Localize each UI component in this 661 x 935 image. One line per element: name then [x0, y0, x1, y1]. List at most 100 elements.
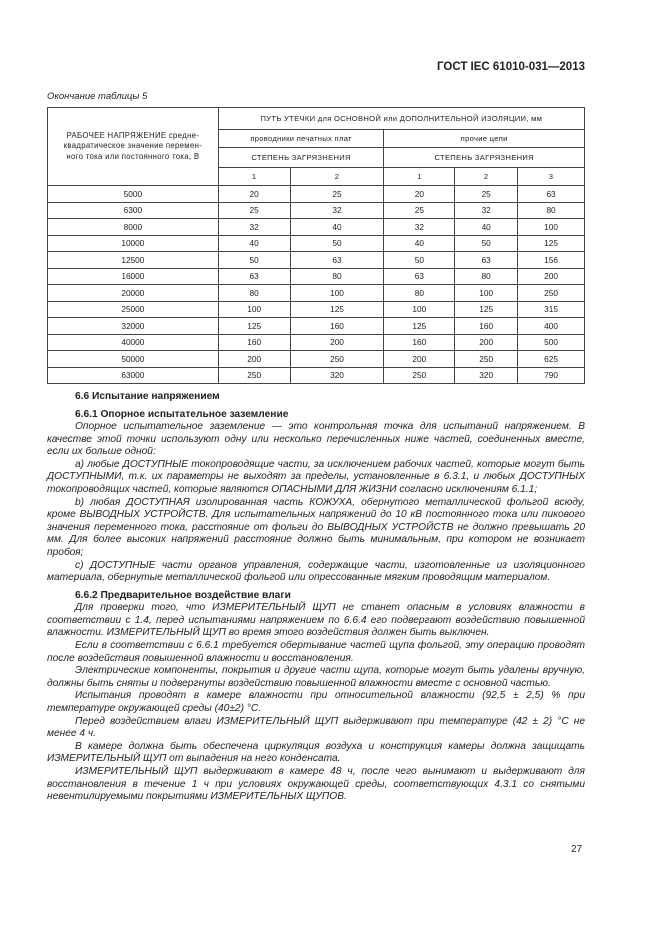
creepage-cell: 80 [217, 284, 291, 302]
paragraph: Испытания проводят в камере влажности пр… [47, 690, 585, 714]
voltage-cell: 63000 [47, 366, 219, 384]
creepage-cell: 100 [383, 300, 456, 318]
body-text: 6.6 Испытание напряжением 6.6.1 Опорное и… [47, 390, 585, 804]
creepage-cell: 32 [383, 218, 456, 236]
paragraph: ИЗМЕРИТЕЛЬНЫЙ ЩУП выдерживают в камере 4… [47, 765, 585, 803]
creepage-cell: 625 [517, 350, 585, 368]
creepage-cell: 100 [289, 284, 385, 302]
creepage-cell: 125 [217, 317, 291, 335]
creepage-cell: 250 [217, 366, 291, 384]
creepage-cell: 125 [454, 300, 519, 318]
creepage-table: РАБОЧЕЕ НАПРЯЖЕНИЕ средне-квадратическое… [47, 107, 586, 384]
creepage-cell: 250 [289, 350, 385, 368]
creepage-cell: 80 [289, 267, 385, 285]
creepage-cell: 63 [289, 251, 385, 269]
creepage-cell: 25 [454, 185, 519, 203]
creepage-cell: 160 [289, 317, 385, 335]
creepage-cell: 790 [517, 366, 585, 384]
pollution-degree-cell: 2 [454, 167, 519, 186]
creepage-cell: 63 [517, 185, 585, 203]
voltage-cell: 12500 [47, 251, 219, 269]
table-row: 16000 63 80 63 80 200 [47, 267, 585, 285]
paragraph: Опорное испытательное заземление — это к… [47, 421, 585, 458]
creepage-cell: 320 [454, 366, 519, 384]
creepage-cell: 200 [217, 350, 291, 368]
creepage-header: ПУТЬ УТЕЧКИ для ОСНОВНОЙ или ДОПОЛНИТЕЛЬ… [217, 107, 586, 130]
creepage-cell: 63 [383, 267, 456, 285]
table-row: 8000 32 40 32 40 100 [47, 218, 585, 236]
creepage-cell: 20 [217, 185, 291, 203]
page-number: 27 [571, 844, 583, 855]
voltage-cell: 10000 [47, 234, 219, 252]
creepage-cell: 40 [454, 218, 519, 236]
paragraph: Электрические компоненты, покрытия и дру… [47, 665, 585, 689]
paragraph: Перед воздействием влаги ИЗМЕРИТЕЛЬНЫЙ Щ… [47, 715, 585, 740]
voltage-cell: 32000 [47, 317, 219, 335]
creepage-cell: 125 [383, 317, 456, 335]
pollution-degree-cell: 2 [289, 167, 385, 186]
creepage-cell: 125 [289, 300, 385, 318]
creepage-cell: 160 [383, 333, 456, 351]
pollution-degree-header: СТЕПЕНЬ ЗАГРЯЗНЕНИЯ [217, 147, 385, 168]
creepage-cell: 20 [383, 185, 456, 203]
voltage-cell: 5000 [47, 185, 219, 203]
voltage-cell: 6300 [47, 201, 219, 219]
creepage-cell: 80 [517, 201, 585, 219]
creepage-cell: 200 [383, 350, 456, 368]
paragraph: Если в соответствии с 6.6.1 требуется об… [47, 640, 585, 664]
table-caption: Окончание таблицы 5 [47, 91, 148, 102]
paragraph: a) любые ДОСТУПНЫЕ токопроводящие части,… [47, 458, 585, 495]
table-row: 20000 80 100 80 100 250 [47, 284, 585, 302]
paragraph: В камере должна быть обеспечена циркуляц… [47, 740, 585, 765]
pcb-header: проводники печатных плат [217, 129, 385, 148]
document-header: ГОСТ IEC 61010-031—2013 [437, 61, 585, 73]
paragraph: Для проверки того, что ИЗМЕРИТЕЛЬНЫЙ ЩУП… [47, 602, 585, 639]
creepage-cell: 40 [289, 218, 385, 236]
table-row: 50000 200 250 200 250 625 [47, 350, 585, 368]
voltage-cell: 25000 [47, 300, 219, 318]
table-row: 25000 100 125 100 125 315 [47, 300, 585, 318]
creepage-cell: 40 [383, 234, 456, 252]
table-row: 40000 160 200 160 200 500 [47, 333, 585, 351]
creepage-cell: 400 [517, 317, 585, 335]
creepage-cell: 200 [454, 333, 519, 351]
creepage-cell: 50 [454, 234, 519, 252]
creepage-cell: 200 [517, 267, 585, 285]
creepage-cell: 40 [217, 234, 291, 252]
creepage-cell: 315 [517, 300, 585, 318]
creepage-cell: 320 [289, 366, 385, 384]
paragraph: b) любая ДОСТУПНАЯ изолированная часть К… [47, 496, 585, 558]
pollution-degree-cell: 1 [217, 167, 291, 186]
creepage-cell: 50 [289, 234, 385, 252]
creepage-cell: 100 [517, 218, 585, 236]
voltage-cell: 8000 [47, 218, 219, 236]
voltage-cell: 20000 [47, 284, 219, 302]
creepage-cell: 160 [454, 317, 519, 335]
creepage-cell: 200 [289, 333, 385, 351]
other-circuits-header: прочие цепи [383, 129, 585, 148]
paragraph: c) ДОСТУПНЫЕ части органов управления, с… [47, 559, 585, 584]
creepage-cell: 250 [383, 366, 456, 384]
creepage-cell: 50 [217, 251, 291, 269]
pollution-degree-header: СТЕПЕНЬ ЗАГРЯЗНЕНИЯ [383, 147, 585, 168]
creepage-cell: 25 [217, 201, 291, 219]
section-heading: 6.6.2 Предварительное воздействие влаги [75, 589, 291, 601]
table-row: 6300 25 32 25 32 80 [47, 201, 585, 219]
creepage-cell: 250 [517, 284, 585, 302]
pollution-degree-cell: 3 [517, 167, 585, 186]
creepage-cell: 50 [383, 251, 456, 269]
creepage-cell: 32 [289, 201, 385, 219]
creepage-cell: 100 [454, 284, 519, 302]
creepage-cell: 63 [454, 251, 519, 269]
creepage-cell: 80 [383, 284, 456, 302]
table-row: 5000 20 25 20 25 63 [47, 185, 585, 203]
creepage-cell: 156 [517, 251, 585, 269]
creepage-cell: 160 [217, 333, 291, 351]
creepage-cell: 25 [289, 185, 385, 203]
voltage-cell: 16000 [47, 267, 219, 285]
creepage-cell: 32 [454, 201, 519, 219]
creepage-cell: 63 [217, 267, 291, 285]
section-heading: 6.6 Испытание напряжением [75, 391, 220, 402]
table-row: 10000 40 50 40 50 125 [47, 234, 585, 252]
